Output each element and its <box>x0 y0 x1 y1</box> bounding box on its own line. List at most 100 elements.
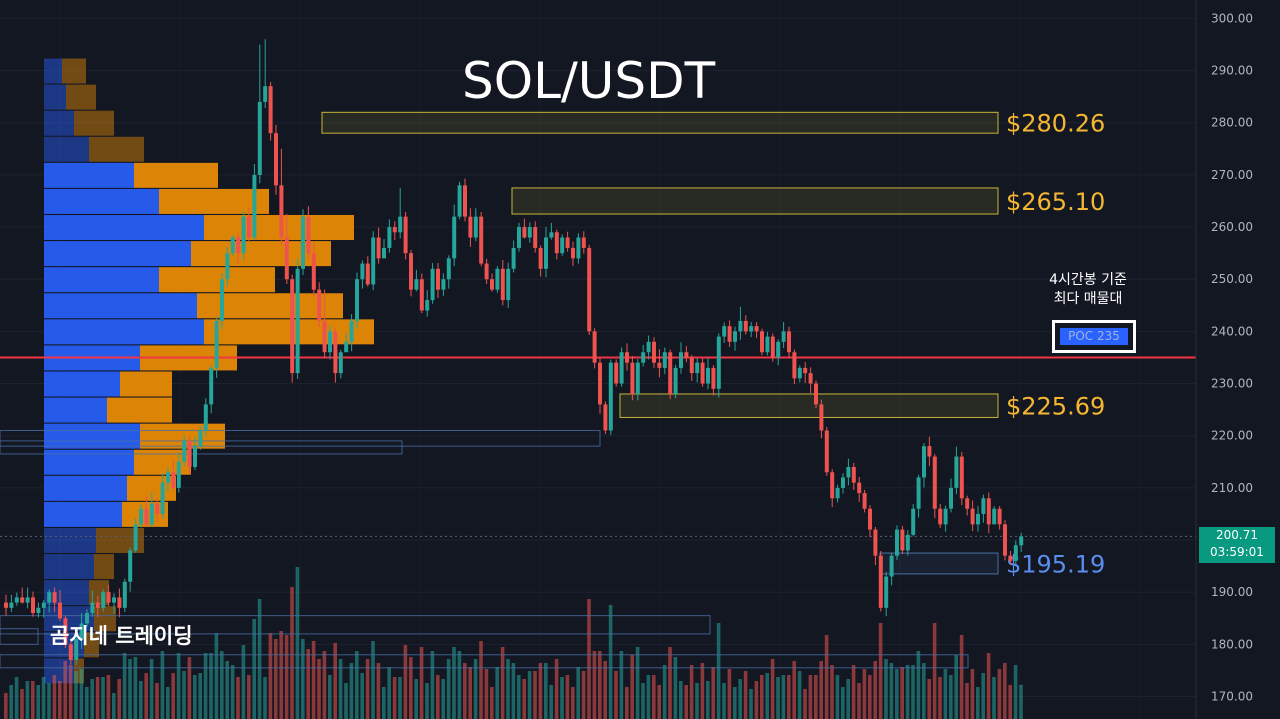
candle-body <box>414 279 419 290</box>
candle-body <box>997 508 1002 525</box>
volume-bar <box>338 659 343 719</box>
volume-bar <box>193 675 197 719</box>
volume-profile-sell-bar <box>120 371 172 397</box>
volume-profile-buy-bar <box>44 554 94 580</box>
volume-profile-buy-bar <box>44 188 159 214</box>
volume-bar <box>279 631 283 719</box>
y-tick-label: 180.00 <box>1211 637 1253 651</box>
volume-profile-buy-bar <box>44 215 204 241</box>
candle-body <box>247 216 251 238</box>
volume-profile-sell-bar <box>94 606 116 632</box>
candle-body <box>122 581 127 608</box>
volume-bar <box>743 671 748 719</box>
volume-bar <box>889 663 894 719</box>
volume-profile-buy-bar <box>44 84 66 110</box>
level-zone <box>619 393 999 418</box>
volume-bar <box>608 605 613 719</box>
candle-body <box>430 268 435 301</box>
volume-bar <box>414 679 418 719</box>
candle-body <box>587 247 592 332</box>
volume-bar <box>382 687 386 719</box>
level-zone <box>879 552 999 575</box>
volume-bar <box>252 619 256 719</box>
volume-bar <box>360 673 364 719</box>
volume-bar <box>290 587 294 719</box>
volume-bar <box>284 635 289 719</box>
candle-body <box>209 367 214 405</box>
volume-bar <box>760 675 764 719</box>
candle-body <box>662 352 667 368</box>
volume-bar <box>20 689 24 719</box>
candle-body <box>328 331 332 353</box>
volume-bar <box>446 659 451 719</box>
volume-bar <box>106 675 111 719</box>
candle-body <box>322 320 327 353</box>
candle-body <box>846 466 851 478</box>
volume-bar <box>749 689 753 719</box>
volume-bar <box>317 659 321 719</box>
volume-bar <box>14 677 19 719</box>
volume-bar <box>506 659 510 719</box>
level-zone <box>511 187 999 215</box>
volume-bar <box>770 659 775 719</box>
volume-bar <box>625 687 629 719</box>
candle-body <box>349 320 354 342</box>
volume-bar <box>95 677 100 719</box>
volume-bar <box>387 667 391 719</box>
volume-bar <box>500 647 505 719</box>
volume-zone <box>0 429 601 447</box>
y-tick-label: 230.00 <box>1211 377 1253 391</box>
y-tick-label: 190.00 <box>1211 585 1253 599</box>
volume-bar <box>441 679 445 719</box>
candle-body <box>301 216 305 269</box>
candle-body <box>284 237 289 280</box>
volume-profile-sell-bar <box>94 554 114 580</box>
candle-body <box>220 279 224 321</box>
candle-body <box>473 216 478 238</box>
poc-label-box[interactable]: POC 235 <box>1052 320 1136 353</box>
volume-bar <box>268 633 273 719</box>
candle-body <box>25 597 30 603</box>
candle-body <box>392 227 397 233</box>
volume-bar <box>819 661 823 719</box>
candle-body <box>14 597 19 603</box>
candle-body <box>155 503 160 514</box>
volume-bar <box>857 683 861 719</box>
volume-bar <box>85 687 89 719</box>
volume-bar <box>203 653 208 719</box>
candle-body <box>830 472 835 499</box>
volume-bar <box>41 677 46 719</box>
volume-bar <box>468 667 472 719</box>
volume-bar <box>263 677 267 719</box>
volume-bar <box>333 643 337 719</box>
volume-bar <box>1003 663 1007 719</box>
volume-bar <box>679 681 683 719</box>
volume-bar <box>209 653 213 719</box>
candle-body <box>781 331 786 342</box>
candle-body <box>295 268 300 374</box>
candle-body <box>263 86 268 102</box>
volume-bar <box>479 641 483 719</box>
volume-profile-buy-bar <box>44 475 127 501</box>
volume-zone <box>0 615 711 635</box>
candle-body <box>743 320 748 332</box>
annotation-line-2: 최다 매물대 <box>1053 291 1123 307</box>
volume-profile-sell-bar <box>89 136 144 162</box>
volume-bar <box>943 669 948 719</box>
candle-body <box>214 320 219 368</box>
volume-bar <box>657 685 661 719</box>
candle-body <box>236 237 241 254</box>
volume-bar <box>101 677 105 719</box>
candle-body <box>943 508 948 525</box>
volume-bar <box>58 681 62 719</box>
candle-body <box>673 367 678 394</box>
volume-bar <box>511 663 516 719</box>
candle-body <box>490 279 494 290</box>
candle-body <box>198 430 203 447</box>
volume-bar <box>722 683 726 719</box>
volume-bar <box>733 687 737 719</box>
volume-bar <box>1013 665 1018 719</box>
candle-body <box>787 331 791 353</box>
candle-body <box>376 237 381 259</box>
